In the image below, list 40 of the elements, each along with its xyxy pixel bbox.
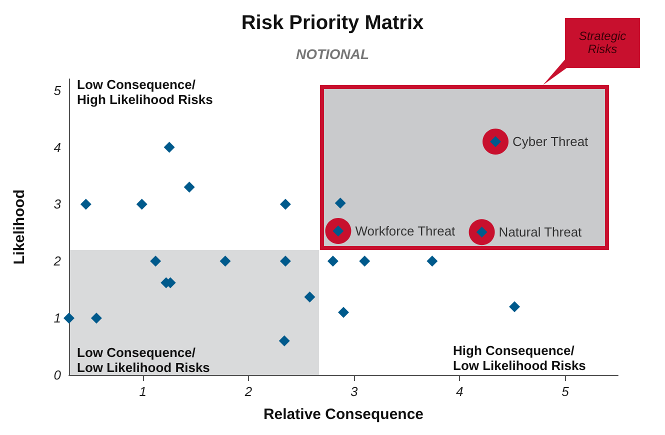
point: [280, 256, 291, 267]
point: [327, 256, 338, 267]
data-label: Cyber Threat: [512, 134, 589, 150]
data-label: Workforce Threat: [355, 223, 456, 238]
y-tick-label: 4: [54, 140, 61, 155]
point: [136, 198, 148, 210]
text: Strategic Risks: [565, 18, 640, 68]
x-tick-label: 1: [139, 384, 147, 399]
data-label: Natural Threat: [498, 224, 582, 240]
point: [64, 312, 74, 324]
point: [426, 256, 438, 267]
point: [338, 306, 349, 318]
x-tick-label: 5: [562, 384, 570, 399]
point: [220, 256, 231, 267]
point: [509, 301, 520, 312]
annotation: High Consequence/ Low Likelihood Risks: [453, 343, 586, 373]
point: [90, 312, 102, 324]
point: [164, 142, 175, 153]
point: [150, 256, 162, 267]
point: [280, 198, 291, 210]
y-tick-label: 0: [54, 368, 62, 382]
point: [80, 198, 92, 210]
x-tick-label: 3: [350, 384, 358, 399]
point: [334, 198, 346, 209]
point: [304, 292, 316, 303]
annotation: Low Consequence/ High Likelihood Risks: [77, 77, 213, 107]
annotation: Low Consequence/ Low Likelihood Risks: [77, 345, 210, 375]
point: [359, 256, 370, 267]
chart-subtitle: NOTIONAL: [296, 46, 370, 62]
y-tick-label: 2: [52, 254, 62, 269]
point: [184, 182, 195, 193]
point: [278, 335, 290, 346]
y-tick-label: 5: [54, 82, 62, 98]
x-axis-title: Relative Consequence: [263, 406, 424, 423]
y-tick-label: 1: [54, 310, 61, 326]
x-tick-label: 2: [244, 384, 253, 399]
y-axis-title: Likelihood: [11, 190, 28, 264]
y-tick-label: 3: [54, 196, 62, 212]
chart-title: Risk Priority Matrix: [241, 12, 424, 34]
x-tick-label: 4: [456, 384, 464, 399]
